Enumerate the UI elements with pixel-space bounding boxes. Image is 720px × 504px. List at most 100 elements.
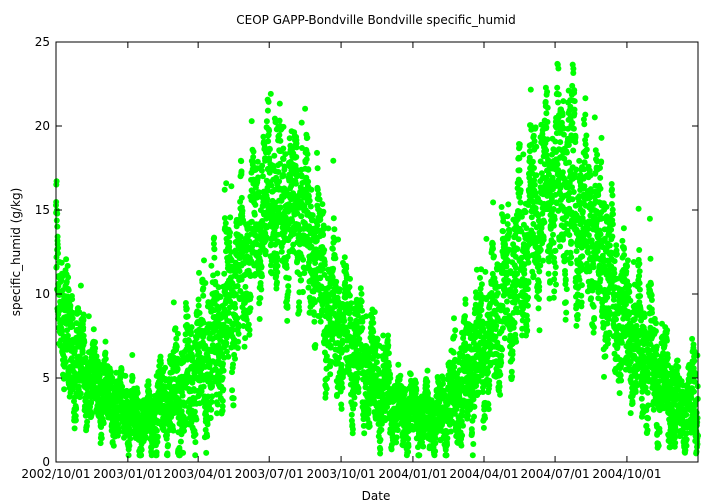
data-point — [477, 274, 483, 281]
data-point — [315, 191, 322, 198]
data-point — [235, 338, 242, 345]
data-point — [469, 429, 475, 436]
data-point — [327, 371, 334, 378]
data-point — [330, 157, 337, 164]
data-point — [451, 333, 458, 340]
data-point — [202, 280, 209, 286]
data-point — [247, 293, 254, 300]
data-point — [53, 263, 60, 270]
data-point — [536, 283, 543, 290]
data-point — [359, 325, 366, 331]
data-point — [88, 399, 95, 406]
data-point — [356, 336, 363, 342]
data-point — [471, 413, 477, 420]
data-point — [72, 417, 79, 424]
data-point — [251, 211, 258, 218]
data-point — [407, 371, 414, 378]
data-point — [346, 292, 353, 299]
data-point — [80, 316, 87, 323]
data-point — [277, 204, 284, 211]
data-point — [192, 431, 199, 438]
data-point — [221, 215, 228, 222]
data-point — [220, 367, 227, 374]
data-point — [84, 418, 91, 425]
data-point — [226, 239, 233, 246]
data-point — [498, 204, 505, 210]
data-point — [219, 374, 226, 381]
data-point — [146, 392, 153, 399]
data-point — [250, 148, 257, 155]
data-point — [263, 118, 270, 125]
data-point — [174, 330, 181, 337]
data-point — [230, 402, 237, 409]
data-point — [127, 435, 134, 442]
data-point — [451, 363, 458, 370]
data-point — [274, 269, 281, 276]
data-point — [425, 390, 431, 397]
data-point — [54, 223, 61, 230]
data-point — [513, 338, 520, 345]
data-point — [211, 246, 218, 253]
data-point — [432, 448, 439, 455]
data-point — [514, 246, 521, 252]
data-point — [221, 186, 228, 193]
data-point — [238, 194, 245, 201]
data-point — [232, 304, 239, 311]
data-point — [485, 369, 491, 376]
data-point — [535, 305, 542, 312]
data-point — [102, 355, 109, 362]
data-point — [264, 195, 271, 202]
data-point — [92, 339, 98, 346]
data-point — [181, 427, 187, 434]
data-point — [540, 236, 547, 243]
data-point — [450, 349, 457, 356]
data-point — [53, 217, 60, 224]
data-point — [174, 366, 181, 373]
data-point — [540, 257, 546, 264]
data-point — [102, 338, 109, 345]
data-point — [195, 296, 202, 303]
data-point — [361, 430, 368, 437]
data-point — [186, 338, 193, 345]
data-point — [377, 446, 384, 453]
data-point — [211, 254, 218, 261]
data-point — [200, 285, 207, 292]
data-point — [271, 152, 278, 159]
data-points — [53, 60, 701, 459]
data-point — [332, 255, 339, 262]
data-point — [81, 339, 88, 346]
data-point — [182, 416, 189, 423]
data-point — [223, 340, 230, 347]
data-point — [209, 383, 215, 390]
data-point — [208, 406, 215, 413]
data-point — [102, 349, 109, 356]
data-point — [69, 323, 76, 330]
data-point — [222, 220, 229, 227]
data-point — [304, 134, 311, 141]
data-point — [235, 321, 242, 328]
data-point — [177, 438, 184, 445]
data-point — [493, 322, 500, 329]
data-point — [264, 107, 271, 114]
data-point — [525, 294, 531, 301]
data-point — [504, 298, 510, 305]
data-point — [303, 156, 310, 163]
data-point — [138, 446, 145, 453]
data-point — [215, 284, 222, 291]
data-point — [285, 283, 292, 290]
data-point — [257, 295, 264, 302]
data-point — [296, 299, 303, 306]
data-point — [349, 426, 356, 433]
data-point — [336, 286, 343, 293]
data-point — [531, 138, 538, 145]
data-point — [462, 313, 468, 320]
data-point — [58, 259, 65, 266]
data-point — [341, 254, 348, 261]
data-point — [483, 235, 490, 242]
data-point — [98, 435, 105, 442]
data-point — [71, 347, 78, 354]
data-point — [69, 315, 76, 322]
data-point — [256, 316, 263, 322]
data-point — [210, 240, 217, 247]
data-point — [533, 172, 540, 179]
